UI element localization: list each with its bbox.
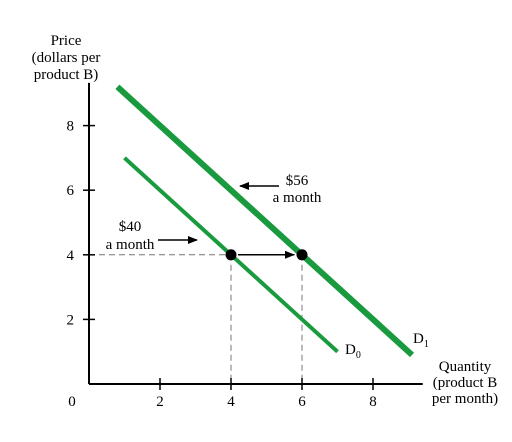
demand-label-d1: D1 [413, 331, 429, 350]
annotation-40-line-2: a month [106, 237, 155, 253]
equilibrium-point [296, 249, 308, 261]
x-tick-label: 4 [227, 394, 235, 410]
x-axis-label-line-1: Quantity [439, 359, 492, 375]
annotation-56-line-1: $56 [286, 173, 309, 189]
y-axis-label-line-1: Price [51, 33, 82, 49]
x-tick-label: 2 [156, 394, 164, 410]
equilibrium-point [225, 249, 237, 261]
origin-label: 0 [68, 394, 76, 410]
annotation-56-line-2: a month [273, 190, 322, 206]
y-tick-label: 4 [67, 248, 75, 264]
y-tick-label: 2 [67, 312, 75, 328]
y-tick-label: 6 [67, 183, 75, 199]
x-tick-label: 6 [298, 394, 306, 410]
x-axis-label-line-2: (product B [433, 375, 498, 391]
demand-label-d0: D0 [345, 342, 361, 361]
demand-curve-d1 [115, 84, 415, 358]
y-axis-label-line-2: (dollars per [32, 50, 101, 66]
annotation-40-line-1: $40 [119, 219, 142, 235]
x-tick-label: 8 [369, 394, 377, 410]
y-tick-label: 8 [67, 119, 75, 135]
x-axis-label-line-3: per month) [432, 391, 498, 407]
y-axis-label-line-3: product B) [34, 67, 99, 83]
